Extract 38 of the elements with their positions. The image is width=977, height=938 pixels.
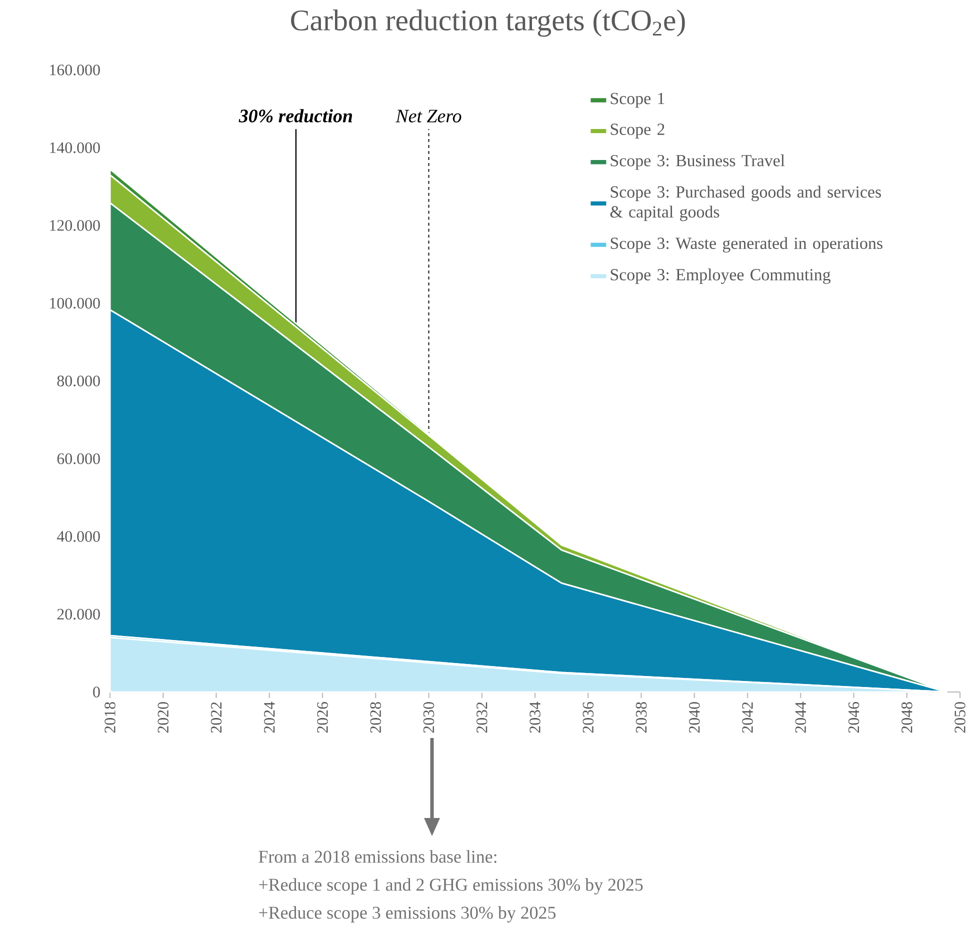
legend-label: Scope 3: Waste generated in operations [610, 237, 882, 252]
x-tick-label: 2028 [370, 702, 382, 733]
y-tick-label: 140.000 [50, 142, 100, 154]
y-tick-label: 40.000 [56, 531, 100, 542]
x-tick-label: 2024 [264, 702, 275, 733]
x-tick-label: 2020 [158, 702, 169, 733]
y-tick-label: 160.000 [50, 64, 100, 76]
y-tick-label: 80.000 [57, 376, 100, 386]
text: +Reduce scope 1 and 2 GHG emissions 30% by 2025 [259, 878, 643, 894]
legend-label: Scope 3: Employee Commuting [610, 268, 830, 284]
x-tick-label: 2050 [954, 702, 966, 733]
x-tick-label: 2018 [104, 702, 116, 733]
y-tick-label: 120.000 [50, 220, 100, 231]
x-tick-label: 2042 [742, 702, 753, 733]
x-tick-label: 2040 [689, 702, 700, 733]
x-tick-label: 2022 [210, 702, 222, 733]
text: From a 2018 emissions base line: [258, 850, 496, 863]
x-tick-label: 2038 [636, 702, 647, 733]
legend-label: Scope 1 [610, 92, 664, 108]
chart-title: Carbon reduction targets (tCO$_{2}$e) [291, 10, 685, 37]
ref-line-label: Net Zero [396, 110, 462, 122]
legend-label: Scope 3: Purchased goods and services & capital goods [610, 186, 881, 222]
y-tick-label: 0 [93, 686, 100, 698]
x-tick-label: 2048 [902, 702, 912, 733]
x-tick-label: 2034 [530, 702, 540, 733]
x-tick-label: 2044 [795, 702, 806, 733]
y-tick-label: 20.000 [57, 608, 100, 620]
legend-label: Scope 3: Business Travel [610, 154, 785, 170]
y-tick-label: 60.000 [57, 453, 100, 464]
text: +Reduce scope 3 emissions 30% by 2025 [259, 906, 556, 922]
legend-label: Scope 2 [610, 124, 664, 138]
x-tick-label: 2036 [582, 702, 594, 733]
ref-line-label: 30% reduction [238, 109, 352, 122]
x-tick-label: 2046 [848, 702, 860, 733]
y-tick-label: 100.000 [50, 298, 100, 309]
x-tick-label: 2026 [317, 702, 328, 733]
x-tick-label: 2030 [423, 702, 434, 733]
x-tick-label: 2032 [476, 702, 488, 733]
